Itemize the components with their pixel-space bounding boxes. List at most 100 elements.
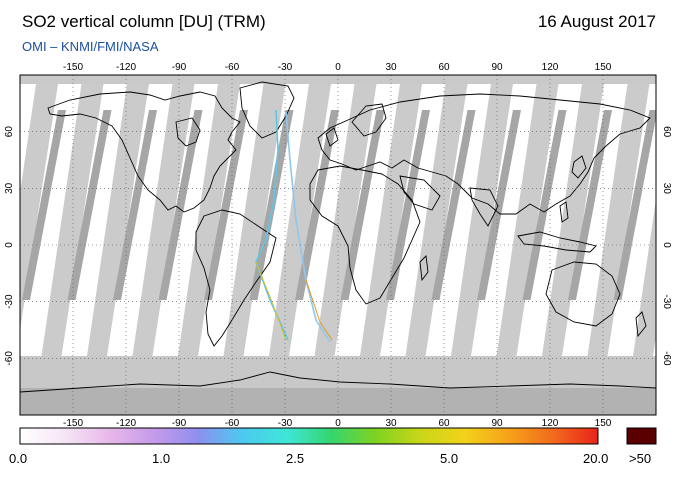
japan bbox=[571, 155, 587, 179]
orbit-gap-stripe bbox=[451, 84, 513, 356]
lon-tick-label-bottom: 120 bbox=[542, 418, 559, 429]
orbit-overlap-stripe bbox=[522, 110, 567, 300]
antarctic-dark bbox=[20, 388, 656, 415]
lon-tick-label-top: -60 bbox=[225, 62, 240, 73]
orbit-overlap-stripe bbox=[340, 110, 385, 300]
colorbar bbox=[19, 427, 599, 445]
orbit-gap-stripe bbox=[542, 84, 604, 356]
graticule bbox=[20, 75, 656, 415]
so2-trace-east-tail bbox=[305, 279, 333, 341]
map-title: SO2 vertical column [DU] (TRM) bbox=[22, 12, 266, 31]
lon-tick-label-bottom: 30 bbox=[385, 418, 397, 429]
map-layers bbox=[20, 75, 676, 415]
so2-trace-west-tail bbox=[255, 261, 287, 341]
orbit-overlap-stripes bbox=[22, 110, 676, 300]
lon-tick-label-top: -30 bbox=[278, 62, 293, 73]
lon-labels-bottom: -150 -120 -90 -60 -30 0 30 60 90 120 150 bbox=[63, 418, 612, 429]
orbit-overlap-stripe bbox=[113, 110, 157, 300]
lon-tick-label-bottom: 60 bbox=[438, 418, 450, 429]
so2-trace-east bbox=[285, 111, 331, 343]
orbit-overlap-stripe bbox=[659, 110, 676, 300]
lon-tick-label-top: -150 bbox=[63, 62, 83, 73]
orbit-gap-stripe bbox=[633, 199, 656, 356]
map-frame bbox=[19, 74, 657, 416]
lon-tick-label-bottom: 90 bbox=[491, 418, 503, 429]
data-credit: OMI – KNMI/FMI/NASA bbox=[22, 39, 159, 54]
india bbox=[469, 187, 499, 227]
orbit-gap-stripe bbox=[20, 84, 58, 331]
map-date: 16 August 2017 bbox=[537, 12, 656, 31]
lon-tick-label-bottom: 150 bbox=[595, 418, 612, 429]
lon-tick-label-top: -90 bbox=[172, 62, 187, 73]
lat-labels-left: 60 30 0 -30 -60 bbox=[4, 126, 15, 366]
orbit-overlap-stripe bbox=[204, 110, 248, 300]
lon-tick-label-top: 120 bbox=[542, 62, 559, 73]
orbit-overlap-stripe bbox=[22, 110, 66, 300]
orbit-gap-stripe bbox=[87, 84, 149, 356]
orbit-gap-stripe bbox=[269, 84, 331, 356]
lat-labels-right: 60 30 0 -30 -60 bbox=[661, 126, 672, 366]
colorbar-label: 20.0 bbox=[583, 451, 609, 466]
lon-tick-label-bottom: -150 bbox=[63, 418, 83, 429]
lon-tick-label-bottom: -60 bbox=[225, 418, 240, 429]
colorbar-label: 0.0 bbox=[9, 451, 28, 466]
greenland bbox=[239, 81, 295, 139]
philippines bbox=[559, 201, 569, 223]
orbit-overlap-stripe bbox=[613, 110, 656, 300]
lat-tick-label-left: 30 bbox=[4, 182, 15, 194]
lon-tick-label-bottom: 0 bbox=[335, 418, 341, 429]
orbit-overlap-stripe bbox=[477, 110, 521, 300]
colorbar-label: 5.0 bbox=[440, 451, 459, 466]
orbit-overlap-stripe bbox=[158, 110, 203, 300]
lat-tick-label-left: -30 bbox=[4, 294, 15, 309]
colorbar-overflow bbox=[626, 427, 657, 445]
orbit-gap-stripe bbox=[223, 84, 286, 356]
south-america bbox=[195, 209, 277, 347]
lon-tick-label-top: 60 bbox=[438, 62, 450, 73]
orbit-gap-stripe bbox=[178, 84, 240, 356]
orbit-gap-stripe bbox=[405, 84, 468, 356]
orbit-overlap-stripe bbox=[386, 110, 430, 300]
new-zealand bbox=[635, 311, 647, 338]
colorbar-label: 2.5 bbox=[286, 451, 305, 466]
madagascar bbox=[419, 255, 429, 282]
orbit-gap-stripe bbox=[314, 84, 377, 356]
eurasia bbox=[317, 93, 651, 215]
lon-tick-label-top: -120 bbox=[116, 62, 136, 73]
lat-tick-label-left: 0 bbox=[4, 242, 15, 248]
orbit-overlap-stripe bbox=[431, 110, 476, 300]
africa bbox=[309, 165, 421, 305]
orbit-overlap-stripe bbox=[568, 110, 612, 300]
scandinavia bbox=[351, 103, 387, 137]
colorbar-label: >50 bbox=[629, 451, 652, 466]
orbit-gap-stripe bbox=[496, 84, 559, 356]
lon-tick-label-bottom: -90 bbox=[172, 418, 187, 429]
orbit-overlap-stripe bbox=[67, 110, 112, 300]
lat-tick-label-right: 60 bbox=[661, 126, 672, 138]
so2-trace-west bbox=[255, 109, 289, 341]
lat-tick-label-right: -30 bbox=[661, 294, 672, 309]
lat-tick-label-left: 60 bbox=[4, 126, 15, 138]
lat-tick-label-right: 0 bbox=[661, 242, 672, 248]
lon-tick-label-top: 150 bbox=[595, 62, 612, 73]
lon-labels-top: -150 -120 -90 -60 -30 0 30 60 90 120 150 bbox=[63, 62, 612, 73]
lon-tick-label-bottom: -120 bbox=[116, 418, 136, 429]
orbit-gap-stripe bbox=[41, 84, 104, 356]
lon-tick-label-top: 90 bbox=[491, 62, 503, 73]
lon-tick-label-bottom: -30 bbox=[278, 418, 293, 429]
lon-tick-label-top: 0 bbox=[335, 62, 341, 73]
australia bbox=[545, 261, 621, 327]
lat-tick-label-right: 30 bbox=[661, 183, 672, 195]
arabia bbox=[399, 175, 441, 211]
so2-traces bbox=[255, 109, 333, 343]
colorbar-label: 1.0 bbox=[152, 451, 171, 466]
north-america bbox=[47, 91, 241, 213]
orbit-gap-stripes bbox=[20, 84, 656, 356]
coastlines bbox=[20, 81, 656, 393]
lon-tick-label-top: 30 bbox=[385, 62, 397, 73]
lat-tick-label-right: -60 bbox=[661, 351, 672, 366]
antarctica bbox=[20, 371, 656, 393]
lat-tick-label-left: -60 bbox=[4, 351, 15, 366]
hudson-bay bbox=[175, 117, 201, 147]
